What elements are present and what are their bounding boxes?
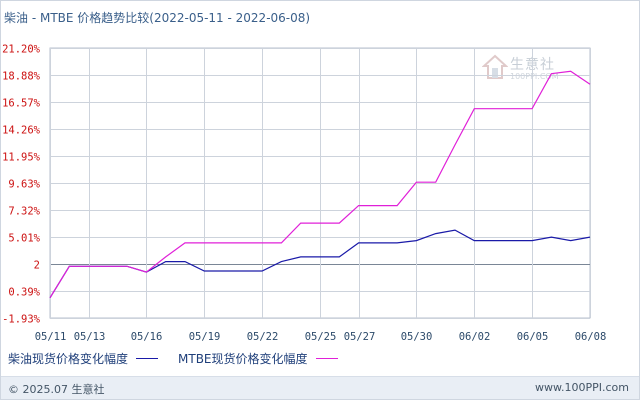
x-tick-label: 05/11	[35, 331, 67, 343]
legend-label-diesel: 柴油现货价格变化幅度	[8, 352, 129, 366]
legend: 柴油现货价格变化幅度 MTBE现货价格变化幅度	[8, 350, 358, 367]
y-axis-ticks: 21.20% 18.88% 16.57% 14.26% 11.95% 9.63% 7.32%…	[2, 44, 41, 326]
y-tick-label: 7.32%	[8, 206, 40, 218]
x-tick-label: 05/30	[401, 331, 433, 343]
legend-item-diesel: 柴油现货价格变化幅度	[8, 350, 159, 367]
x-tick-label: 05/27	[344, 331, 376, 343]
x-tick-label: 06/08	[575, 331, 607, 343]
y-tick-label: 2	[34, 260, 40, 272]
footer-copyright: © 2025.07 生意社	[8, 383, 105, 396]
series-line-mtbe	[49, 70, 591, 299]
y-tick-label: 11.95%	[2, 152, 41, 164]
y-tick-label: -1.93%	[2, 314, 41, 326]
chart-title: 柴油 - MTBE 价格趋势比较(2022-05-11 - 2022-06-08…	[4, 11, 311, 25]
x-tick-label: 05/13	[74, 331, 106, 343]
y-tick-label: 0.39%	[8, 287, 40, 299]
y-tick-label: 9.63%	[8, 179, 40, 191]
legend-swatch-mtbe	[315, 358, 338, 359]
footer-bar: © 2025.07 生意社 www.100PPI.com	[1, 376, 639, 399]
legend-label-mtbe: MTBE现货价格变化幅度	[178, 352, 308, 366]
y-tick-label: 16.57%	[2, 98, 41, 110]
x-tick-label: 05/16	[131, 331, 163, 343]
y-tick-label: 21.20%	[2, 44, 41, 56]
house-logo-icon	[481, 54, 509, 79]
footer-link[interactable]: www.100PPI.com	[535, 381, 629, 394]
legend-item-mtbe: MTBE现货价格变化幅度	[178, 350, 338, 367]
grid-lines	[49, 47, 591, 319]
series-lines	[49, 70, 591, 299]
x-tick-label: 06/05	[517, 331, 549, 343]
x-tick-label: 05/25	[305, 331, 337, 343]
y-tick-label: 18.88%	[2, 71, 41, 83]
x-axis-ticks: 05/11 05/13 05/16 05/19 05/22 05/25 05/27 05/30…	[35, 331, 607, 343]
x-tick-label: 05/19	[189, 331, 221, 343]
x-tick-label: 06/02	[459, 331, 491, 343]
x-tick-label: 05/22	[247, 331, 279, 343]
watermark-url: 100PPI.COM	[510, 72, 559, 81]
y-tick-label: 5.01%	[8, 233, 40, 245]
y-tick-label: 14.26%	[2, 125, 41, 137]
legend-swatch-diesel	[136, 358, 159, 359]
